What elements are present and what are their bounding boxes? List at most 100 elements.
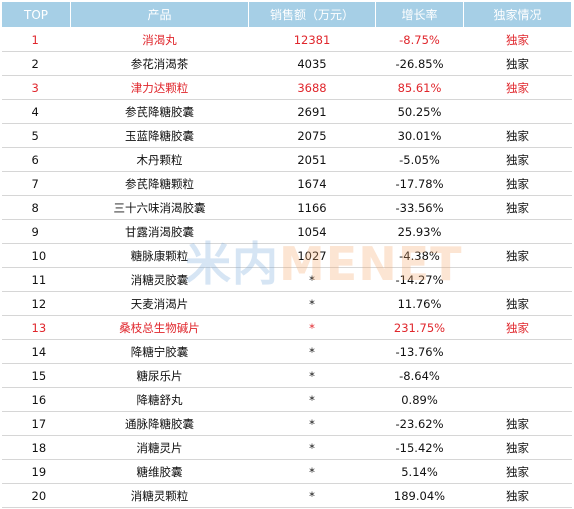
cell-rank: 11 xyxy=(1,267,71,292)
cell-sales: 2051 xyxy=(248,147,376,172)
table-row: 14 降糖宁胶囊 * -13.76% xyxy=(1,339,572,364)
cell-exclusive: 独家 xyxy=(463,483,572,508)
table-row: 16 降糖舒丸 * 0.89% xyxy=(1,387,572,412)
cell-product: 甘露消渴胶囊 xyxy=(70,219,249,244)
cell-exclusive: 独家 xyxy=(463,315,572,340)
cell-sales: * xyxy=(248,315,376,340)
cell-product: 消糖灵胶囊 xyxy=(70,267,249,292)
cell-rank: 20 xyxy=(1,483,71,508)
cell-product: 通脉降糖胶囊 xyxy=(70,411,249,436)
cell-product: 参芪降糖胶囊 xyxy=(70,99,249,124)
table-row: 11 消糖灵胶囊 * -14.27% xyxy=(1,267,572,292)
cell-rank: 19 xyxy=(1,459,71,484)
cell-rank: 10 xyxy=(1,243,71,268)
cell-exclusive: 独家 xyxy=(463,459,572,484)
cell-exclusive: 独家 xyxy=(463,51,572,76)
cell-sales: 12381 xyxy=(248,27,376,52)
cell-exclusive xyxy=(463,99,572,124)
table-row: 17 通脉降糖胶囊 * -23.62% 独家 xyxy=(1,411,572,436)
cell-sales: * xyxy=(248,435,376,460)
cell-rank: 5 xyxy=(1,123,71,148)
cell-product: 参芪降糖颗粒 xyxy=(70,171,249,196)
cell-product: 降糖宁胶囊 xyxy=(70,339,249,364)
cell-exclusive: 独家 xyxy=(463,75,572,100)
cell-product: 消渴丸 xyxy=(70,27,249,52)
cell-sales: 2691 xyxy=(248,99,376,124)
table-row: 13 桑枝总生物碱片 * 231.75% 独家 xyxy=(1,315,572,340)
cell-product: 糖维胶囊 xyxy=(70,459,249,484)
cell-product: 糖脉康颗粒 xyxy=(70,243,249,268)
cell-exclusive: 独家 xyxy=(463,435,572,460)
cell-growth: 50.25% xyxy=(375,99,464,124)
cell-growth: 5.14% xyxy=(375,459,464,484)
cell-product: 桑枝总生物碱片 xyxy=(70,315,249,340)
cell-rank: 9 xyxy=(1,219,71,244)
table-row: 12 天麦消渴片 * 11.76% 独家 xyxy=(1,291,572,316)
cell-exclusive: 独家 xyxy=(463,243,572,268)
cell-rank: 8 xyxy=(1,195,71,220)
header-row: TOP 产品 销售额（万元） 增长率 独家情况 xyxy=(1,1,572,28)
cell-exclusive: 独家 xyxy=(463,291,572,316)
cell-sales: * xyxy=(248,387,376,412)
cell-rank: 12 xyxy=(1,291,71,316)
cell-product: 天麦消渴片 xyxy=(70,291,249,316)
cell-growth: -14.27% xyxy=(375,267,464,292)
cell-growth: -33.56% xyxy=(375,195,464,220)
cell-rank: 13 xyxy=(1,315,71,340)
cell-exclusive: 独家 xyxy=(463,171,572,196)
table-row: 3 津力达颗粒 3688 85.61% 独家 xyxy=(1,75,572,100)
cell-product: 三十六味消渴胶囊 xyxy=(70,195,249,220)
cell-product: 津力达颗粒 xyxy=(70,75,249,100)
cell-rank: 2 xyxy=(1,51,71,76)
header-sales: 销售额（万元） xyxy=(248,1,376,28)
cell-growth: -23.62% xyxy=(375,411,464,436)
table-row: 2 参花消渴茶 4035 -26.85% 独家 xyxy=(1,51,572,76)
table-row: 1 消渴丸 12381 -8.75% 独家 xyxy=(1,27,572,52)
cell-growth: 231.75% xyxy=(375,315,464,340)
table-row: 20 消糖灵颗粒 * 189.04% 独家 xyxy=(1,483,572,508)
cell-rank: 15 xyxy=(1,363,71,388)
table-row: 18 消糖灵片 * -15.42% 独家 xyxy=(1,435,572,460)
cell-product: 糖尿乐片 xyxy=(70,363,249,388)
cell-product: 玉蓝降糖胶囊 xyxy=(70,123,249,148)
cell-exclusive xyxy=(463,267,572,292)
cell-growth: 85.61% xyxy=(375,75,464,100)
cell-product: 消糖灵颗粒 xyxy=(70,483,249,508)
cell-sales: 1674 xyxy=(248,171,376,196)
header-exclusive: 独家情况 xyxy=(463,1,572,28)
table-row: 10 糖脉康颗粒 1027 -4.38% 独家 xyxy=(1,243,572,268)
cell-sales: * xyxy=(248,411,376,436)
cell-rank: 3 xyxy=(1,75,71,100)
cell-exclusive: 独家 xyxy=(463,195,572,220)
cell-product: 木丹颗粒 xyxy=(70,147,249,172)
table-row: 5 玉蓝降糖胶囊 2075 30.01% 独家 xyxy=(1,123,572,148)
cell-sales: * xyxy=(248,483,376,508)
cell-growth: -4.38% xyxy=(375,243,464,268)
cell-exclusive xyxy=(463,219,572,244)
cell-growth: -8.75% xyxy=(375,27,464,52)
cell-rank: 6 xyxy=(1,147,71,172)
cell-rank: 16 xyxy=(1,387,71,412)
cell-rank: 14 xyxy=(1,339,71,364)
cell-product: 参花消渴茶 xyxy=(70,51,249,76)
cell-rank: 17 xyxy=(1,411,71,436)
cell-exclusive: 独家 xyxy=(463,147,572,172)
cell-growth: -5.05% xyxy=(375,147,464,172)
cell-exclusive xyxy=(463,363,572,388)
table-row: 6 木丹颗粒 2051 -5.05% 独家 xyxy=(1,147,572,172)
cell-growth: -8.64% xyxy=(375,363,464,388)
cell-exclusive xyxy=(463,387,572,412)
table-row: 15 糖尿乐片 * -8.64% xyxy=(1,363,572,388)
header-product: 产品 xyxy=(70,1,249,28)
table-row: 9 甘露消渴胶囊 1054 25.93% xyxy=(1,219,572,244)
cell-rank: 18 xyxy=(1,435,71,460)
cell-growth: -13.76% xyxy=(375,339,464,364)
cell-exclusive: 独家 xyxy=(463,411,572,436)
cell-growth: -26.85% xyxy=(375,51,464,76)
cell-growth: 0.89% xyxy=(375,387,464,412)
cell-sales: 1027 xyxy=(248,243,376,268)
cell-rank: 7 xyxy=(1,171,71,196)
cell-sales: * xyxy=(248,339,376,364)
